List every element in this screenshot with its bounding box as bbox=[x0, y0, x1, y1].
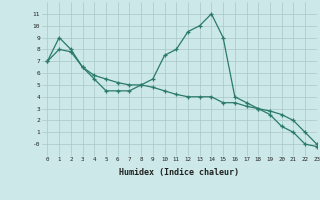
X-axis label: Humidex (Indice chaleur): Humidex (Indice chaleur) bbox=[119, 168, 239, 177]
